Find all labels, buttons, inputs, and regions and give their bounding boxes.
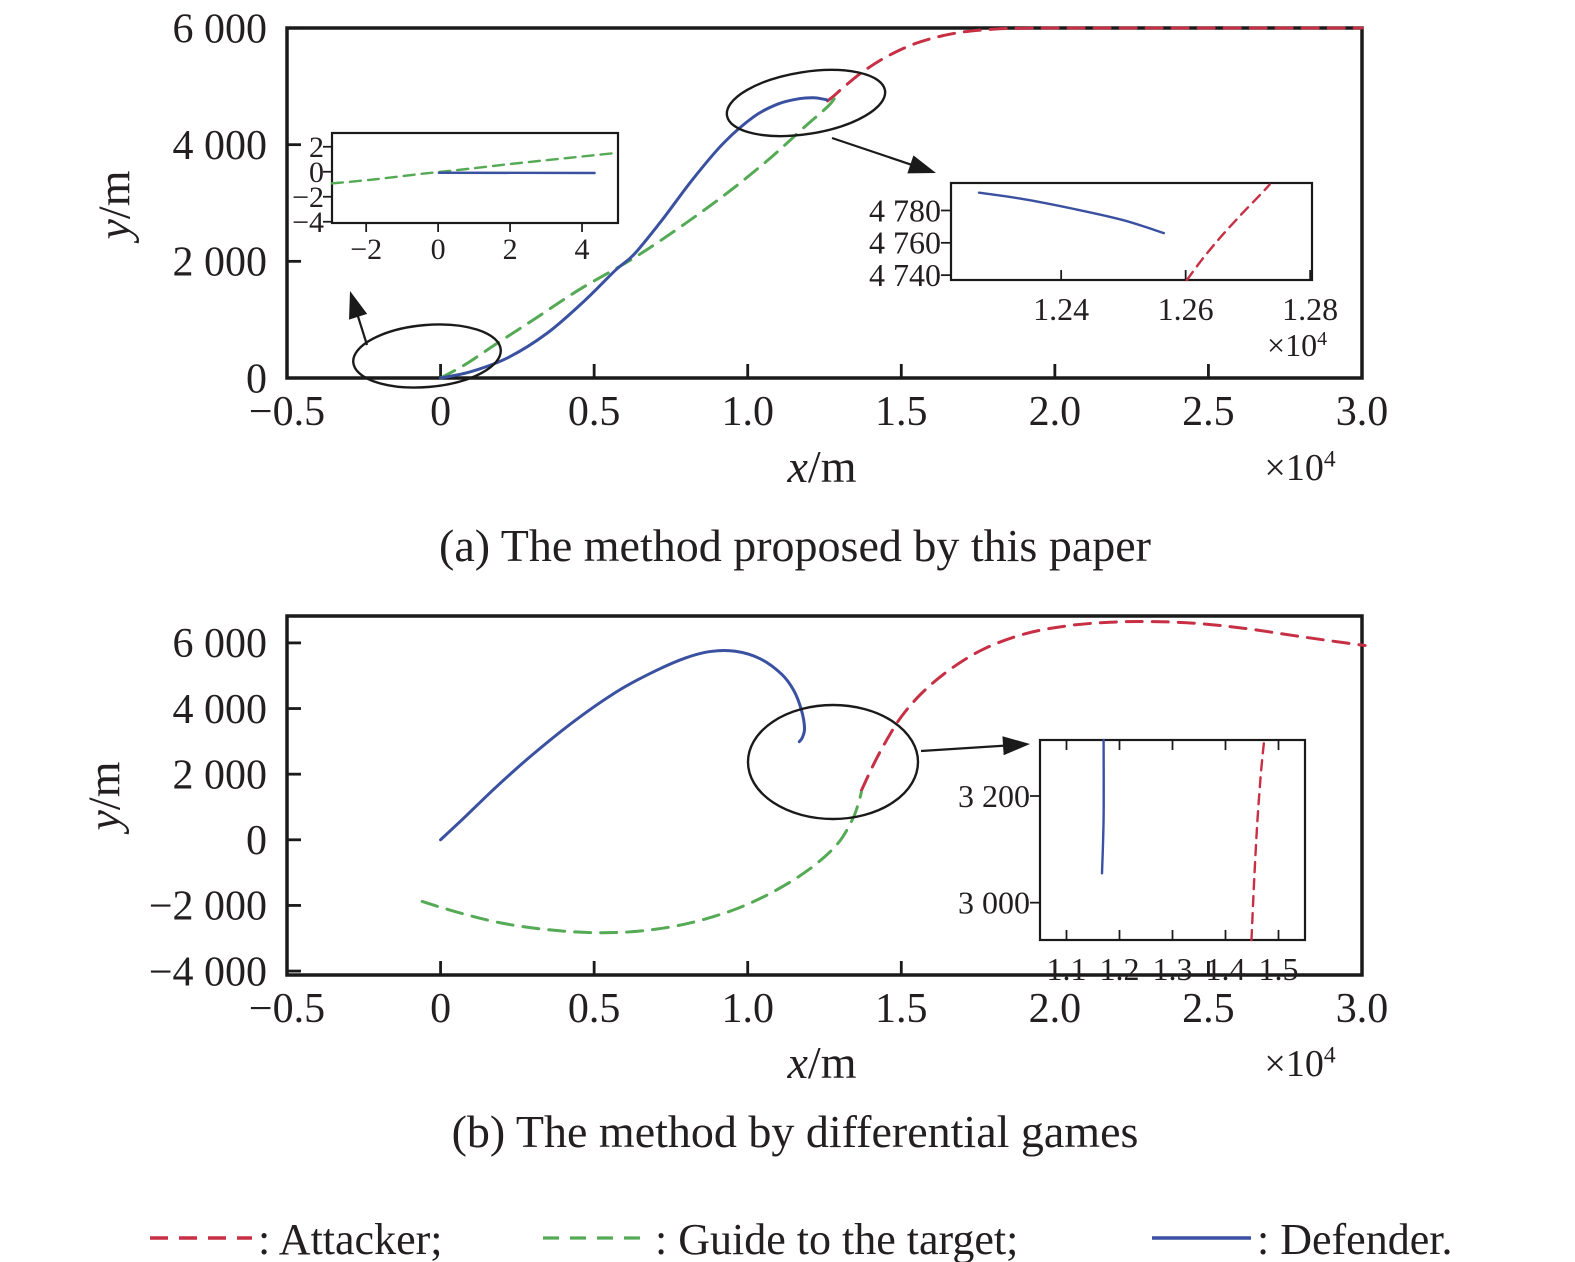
callout-arrow-head	[349, 291, 368, 320]
plot-frame	[285, 26, 1364, 380]
chart-b: −0.5 0 0.5 1.0 1.5 2.0 2.5 3.0 −4 000 −2 000 0 2 00…	[149, 614, 1389, 1032]
x-axis-multiplier-a: ×104	[1264, 446, 1336, 489]
series-guide	[420, 790, 863, 935]
x-tick-label: 1.3	[1153, 951, 1193, 987]
x-tick-label: 1.5	[1259, 951, 1299, 987]
legend-label-attacker: : Attacker;	[258, 1215, 443, 1262]
x-axis-multiplier-b: ×104	[1264, 1042, 1336, 1085]
y-tick-label: 3 000	[958, 885, 1030, 921]
series-guide	[439, 95, 837, 380]
x-tick-label: 4	[575, 233, 590, 266]
zoom-callout-ellipse	[746, 703, 920, 821]
x-tick-label: 3.0	[1336, 986, 1389, 1032]
x-tick-label: 2	[503, 233, 518, 266]
callout-arrow-head	[907, 155, 936, 174]
y-tick-label: 4 000	[173, 123, 268, 169]
series-attacker	[1250, 738, 1266, 942]
y-tick-label: 4 000	[173, 687, 268, 733]
series-defender	[1100, 738, 1105, 875]
y-tick-label: −4 000	[149, 949, 267, 995]
y-tick-label: 4 780	[869, 192, 941, 228]
x-axis-label-a: x/m	[787, 441, 857, 492]
x-tick-label: 1.28	[1282, 291, 1338, 327]
x-tick-label: 0.5	[568, 389, 621, 435]
inset-background	[1040, 740, 1305, 940]
y-tick-label: 2 000	[173, 240, 268, 286]
y-tick-label: 3 200	[958, 778, 1030, 814]
plot-frame	[285, 614, 1364, 977]
x-tick-label: −0.5	[249, 389, 325, 435]
caption-b: (b) The method by differential games	[451, 1106, 1139, 1157]
y-tick-label: −4	[292, 206, 324, 239]
x-tick-label: 1.2	[1100, 951, 1140, 987]
inset-a1: −2 0 2 420−2−4	[292, 131, 620, 266]
x-tick-label: 2.0	[1029, 389, 1082, 435]
x-tick-label: 1.0	[721, 986, 774, 1032]
x-tick-label: 1.1	[1047, 951, 1087, 987]
callout-arrow-line	[355, 312, 369, 346]
callout-arrow-line	[831, 136, 915, 167]
x-tick-label: 2.5	[1182, 986, 1235, 1032]
inset-b1: 1.1 1.2 1.3 1.4 1.5 3 000 3 200	[958, 738, 1307, 987]
series-attacker	[826, 26, 1364, 103]
x-tick-label: 1.5	[875, 986, 928, 1032]
inset-multiplier: ×104	[1267, 327, 1327, 363]
y-tick-label: 6 000	[173, 6, 268, 52]
y-axis-label-a: y/m	[88, 170, 140, 240]
x-tick-label: −0.5	[249, 986, 325, 1032]
legend-label-defender: : Defender.	[1257, 1215, 1453, 1262]
x-tick-label: 2.0	[1029, 986, 1082, 1032]
series-defender	[439, 649, 807, 842]
series-guide	[330, 151, 620, 185]
series-defender	[439, 96, 829, 380]
series-defender	[977, 191, 1166, 235]
y-tick-label: 4 760	[869, 225, 941, 261]
y-tick-label: 0	[246, 818, 267, 864]
y-tick-label: 0	[309, 156, 324, 189]
series-attacker	[859, 619, 1367, 793]
zoom-callout-ellipse	[352, 323, 502, 389]
x-tick-label: 1.5	[875, 389, 928, 435]
y-tick-label: −2	[292, 181, 324, 214]
callout-arrow-line	[920, 744, 1008, 753]
y-tick-label: 2 000	[173, 752, 268, 798]
y-tick-label: −2 000	[149, 884, 267, 930]
y-tick-label: 4 740	[869, 257, 941, 293]
zoom-callout-ellipse	[725, 68, 887, 138]
callout-arrow-head	[1002, 736, 1030, 756]
caption-a: (a) The method proposed by this paper	[439, 520, 1151, 571]
y-axis-label-b: y/m	[78, 761, 130, 831]
y-tick-label: 0	[246, 356, 267, 402]
legend-label-guide: : Guide to the target;	[655, 1215, 1019, 1262]
x-tick-label: 1.4	[1206, 951, 1246, 987]
x-axis-label-b: x/m	[787, 1037, 857, 1088]
y-tick-label: 6 000	[173, 621, 268, 667]
inset-background	[332, 133, 618, 223]
x-tick-label: 0	[430, 389, 451, 435]
series-attacker	[1185, 183, 1271, 282]
plot-frame	[330, 131, 620, 225]
x-tick-label: 1.0	[721, 389, 774, 435]
x-tick-label: 0	[430, 986, 451, 1032]
x-tick-label: 0	[431, 233, 446, 266]
plot-frame	[949, 181, 1314, 282]
x-tick-label: 2.5	[1182, 389, 1235, 435]
x-tick-label: 0.5	[568, 986, 621, 1032]
x-tick-label: −2	[350, 233, 382, 266]
x-tick-label: 1.26	[1158, 291, 1214, 327]
x-tick-label: 3.0	[1336, 389, 1389, 435]
x-tick-label: 1.24	[1033, 291, 1089, 327]
y-tick-label: 2	[309, 131, 324, 164]
inset-background	[951, 183, 1312, 280]
